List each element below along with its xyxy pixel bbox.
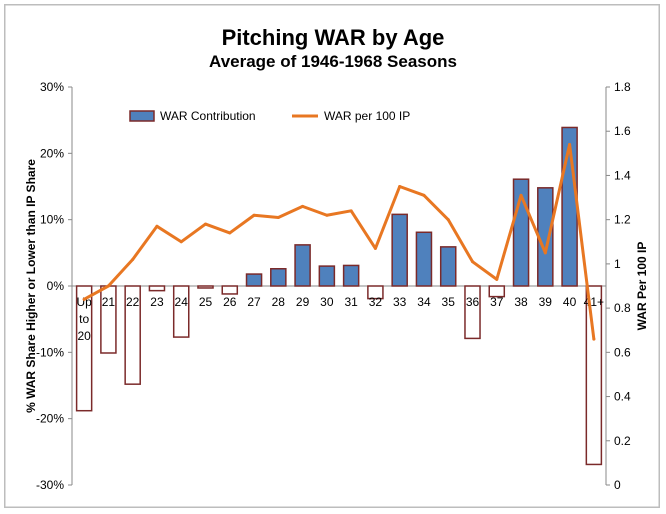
bar [172, 285, 190, 338]
bar [270, 268, 287, 287]
x-tick-label: 31 [344, 295, 358, 309]
x-tick-label: 26 [223, 295, 237, 309]
line-point [373, 246, 377, 250]
y2-axis-label: WAR Per 100 IP [635, 242, 649, 331]
y-axis-label: % WAR Share Higher or Lower than IP Shar… [24, 159, 38, 413]
bar [439, 246, 457, 287]
y2-tick-label: 1 [614, 257, 621, 271]
legend-swatch-war-contribution [129, 110, 155, 122]
bar [585, 285, 603, 466]
x-tick-label: 39 [539, 295, 553, 309]
bar [221, 285, 239, 295]
x-tick-label: 33 [393, 295, 407, 309]
y2-tick-label: 1.4 [614, 168, 631, 182]
line-point [131, 257, 135, 261]
y-tick-label: -30% [36, 478, 64, 492]
y-tick-label: -10% [36, 345, 64, 359]
line-point [471, 260, 474, 264]
y2-tick-label: 1.8 [614, 80, 631, 94]
bar [415, 231, 433, 287]
bar [197, 285, 214, 289]
legend-label-war-per-100-ip: WAR per 100 IP [324, 109, 410, 123]
x-tick-label: 36 [466, 295, 480, 309]
line-point [422, 193, 426, 197]
x-tick-label: 24 [175, 295, 189, 309]
x-tick-label: 38 [514, 295, 528, 309]
series-line-war-per-100-ip [82, 142, 596, 341]
bar [75, 285, 93, 412]
x-tick-label: 22 [126, 295, 140, 309]
x-tick-label: 27 [247, 295, 261, 309]
line-point [301, 204, 305, 208]
y2-tick-label: 0.2 [614, 434, 631, 448]
x-tick-label: 21 [102, 295, 116, 309]
line-point [349, 209, 353, 213]
y2-tick-label: 0.6 [614, 345, 631, 359]
x-tick-label: 28 [272, 295, 286, 309]
bar [294, 244, 311, 287]
chart-area [4, 4, 660, 508]
x-tick-label: 29 [296, 295, 310, 309]
line-point [204, 222, 207, 226]
line-point [228, 231, 232, 235]
line-point [155, 224, 159, 228]
y2-tick-label: 0.8 [614, 301, 631, 315]
bar [148, 285, 166, 292]
legend: WAR Contribution WAR per 100 IP [129, 109, 410, 123]
line-point [398, 185, 402, 188]
line-point [495, 277, 499, 281]
x-tick-label: 35 [442, 295, 456, 309]
y-tick-label: -20% [36, 412, 64, 426]
bar [488, 285, 506, 298]
y-tick-label: 10% [40, 213, 64, 227]
y-tick-label: 0% [47, 279, 65, 293]
x-tick-label: 23 [150, 295, 164, 309]
line-point [592, 337, 596, 341]
y-tick-label: 20% [40, 146, 64, 160]
line-point [519, 193, 523, 197]
line-point [252, 213, 256, 217]
x-tick-label: 41+ [584, 295, 604, 309]
bar [342, 264, 360, 287]
y2-tick-label: 0.4 [614, 390, 631, 404]
bar [245, 273, 263, 287]
line-point [106, 284, 110, 288]
bar [367, 285, 384, 300]
x-tick-label: 34 [417, 295, 431, 309]
y2-tick-label: 1.2 [614, 213, 631, 227]
line-point [543, 251, 547, 255]
x-tick-label: 25 [199, 295, 213, 309]
line-point [325, 213, 329, 217]
y2-tick-label: 1.6 [614, 124, 631, 138]
bar [391, 213, 408, 287]
chart-title: Pitching WAR by Age [222, 25, 445, 50]
line-point [276, 215, 280, 219]
x-tick-label: 40 [563, 295, 577, 309]
bar [318, 265, 336, 287]
x-tick-label: 32 [369, 295, 383, 309]
chart-subtitle: Average of 1946-1968 Seasons [209, 52, 457, 71]
line-point [82, 297, 86, 301]
line-point [179, 240, 183, 244]
bar [464, 285, 481, 340]
bar [124, 285, 141, 385]
legend-label-war-contribution: WAR Contribution [160, 109, 256, 123]
y2-tick-label: 0 [614, 478, 621, 492]
line-point [568, 142, 572, 146]
plot-area: -30% -20% -10% 0% 10% 20% 30% 0 0.2 0.4 0.6 0.8 1 1.2… [36, 80, 631, 492]
y-tick-label: 30% [40, 80, 64, 94]
x-tick-label: 30 [320, 295, 334, 309]
line-point [446, 218, 450, 222]
x-tick-label: 37 [490, 295, 504, 309]
